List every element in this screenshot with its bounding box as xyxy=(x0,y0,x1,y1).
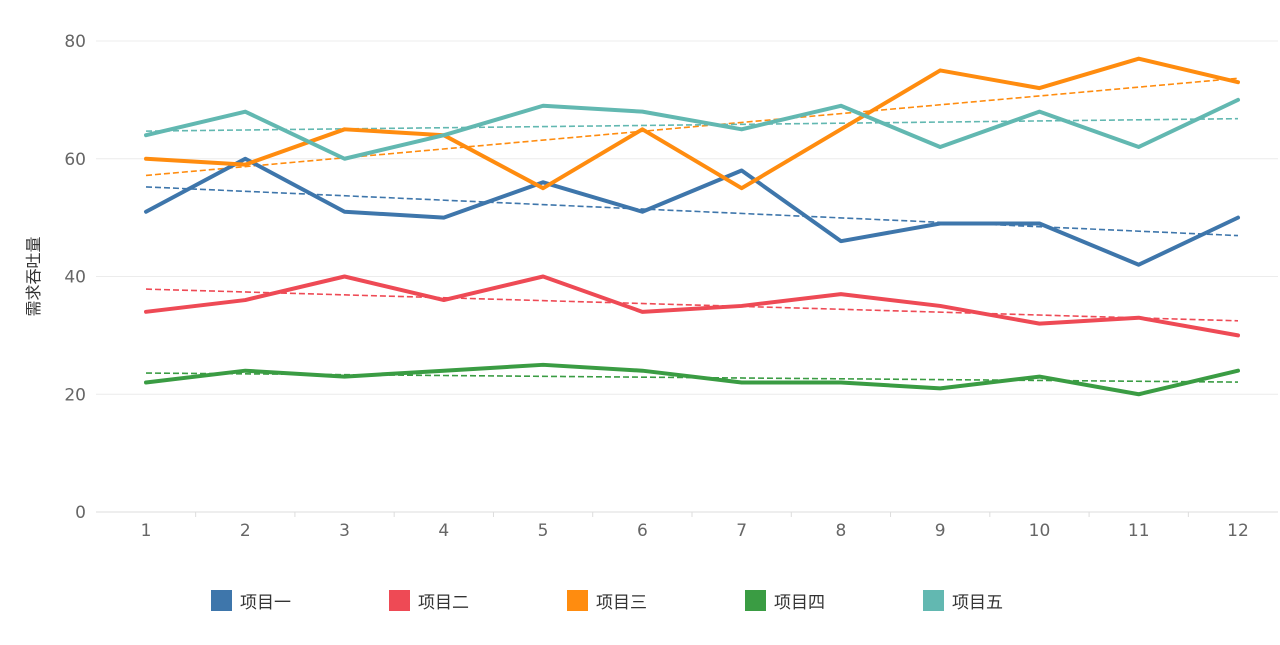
legend-swatch xyxy=(923,590,944,611)
legend-label: 项目四 xyxy=(774,593,825,613)
trend-line xyxy=(145,186,1239,237)
legend-item[interactable]: 项目四 xyxy=(745,590,825,613)
x-tick-label: 7 xyxy=(736,521,747,541)
x-tick-label: 8 xyxy=(835,521,846,541)
x-tick-label: 6 xyxy=(637,521,648,541)
legend-swatch xyxy=(567,590,588,611)
legend-swatch xyxy=(745,590,766,611)
series-line[interactable] xyxy=(144,156,1240,267)
trend-line xyxy=(145,77,1239,177)
legend[interactable]: 项目一 项目二 项目三 项目四 项目五 xyxy=(211,590,1003,613)
series-lines xyxy=(144,56,1240,397)
series-line[interactable] xyxy=(144,97,1240,161)
series-line[interactable] xyxy=(144,362,1240,397)
legend-swatch xyxy=(211,590,232,611)
x-tick-label: 3 xyxy=(339,521,350,541)
trend-line xyxy=(145,117,1239,132)
y-tick-label: 40 xyxy=(64,268,86,288)
x-tick-label: 9 xyxy=(935,521,946,541)
x-tick-label: 5 xyxy=(538,521,549,541)
y-axis-title: 需求吞吐量 xyxy=(24,236,43,316)
legend-label: 项目一 xyxy=(240,593,291,613)
x-tick-label: 1 xyxy=(141,521,152,541)
legend-swatch xyxy=(389,590,410,611)
legend-item[interactable]: 项目二 xyxy=(389,590,469,613)
legend-item[interactable]: 项目三 xyxy=(567,590,647,613)
x-tick-label: 4 xyxy=(438,521,449,541)
trend-line xyxy=(145,288,1239,322)
legend-label: 项目五 xyxy=(952,593,1003,613)
y-tick-label: 80 xyxy=(64,32,86,52)
y-tick-label: 0 xyxy=(75,503,86,523)
legend-item[interactable]: 项目五 xyxy=(923,590,1003,613)
legend-label: 项目三 xyxy=(596,593,647,613)
x-tick-label: 10 xyxy=(1029,521,1051,541)
x-tick-label: 11 xyxy=(1128,521,1150,541)
legend-item[interactable]: 项目一 xyxy=(211,590,291,613)
grid-lines xyxy=(96,40,1278,395)
x-tick-label: 12 xyxy=(1227,521,1249,541)
y-tick-label: 20 xyxy=(64,385,86,405)
series-line[interactable] xyxy=(144,56,1240,191)
series-line[interactable] xyxy=(144,274,1240,338)
legend-label: 项目二 xyxy=(418,593,469,613)
x-tick-label: 2 xyxy=(240,521,251,541)
y-tick-label: 60 xyxy=(64,150,86,170)
